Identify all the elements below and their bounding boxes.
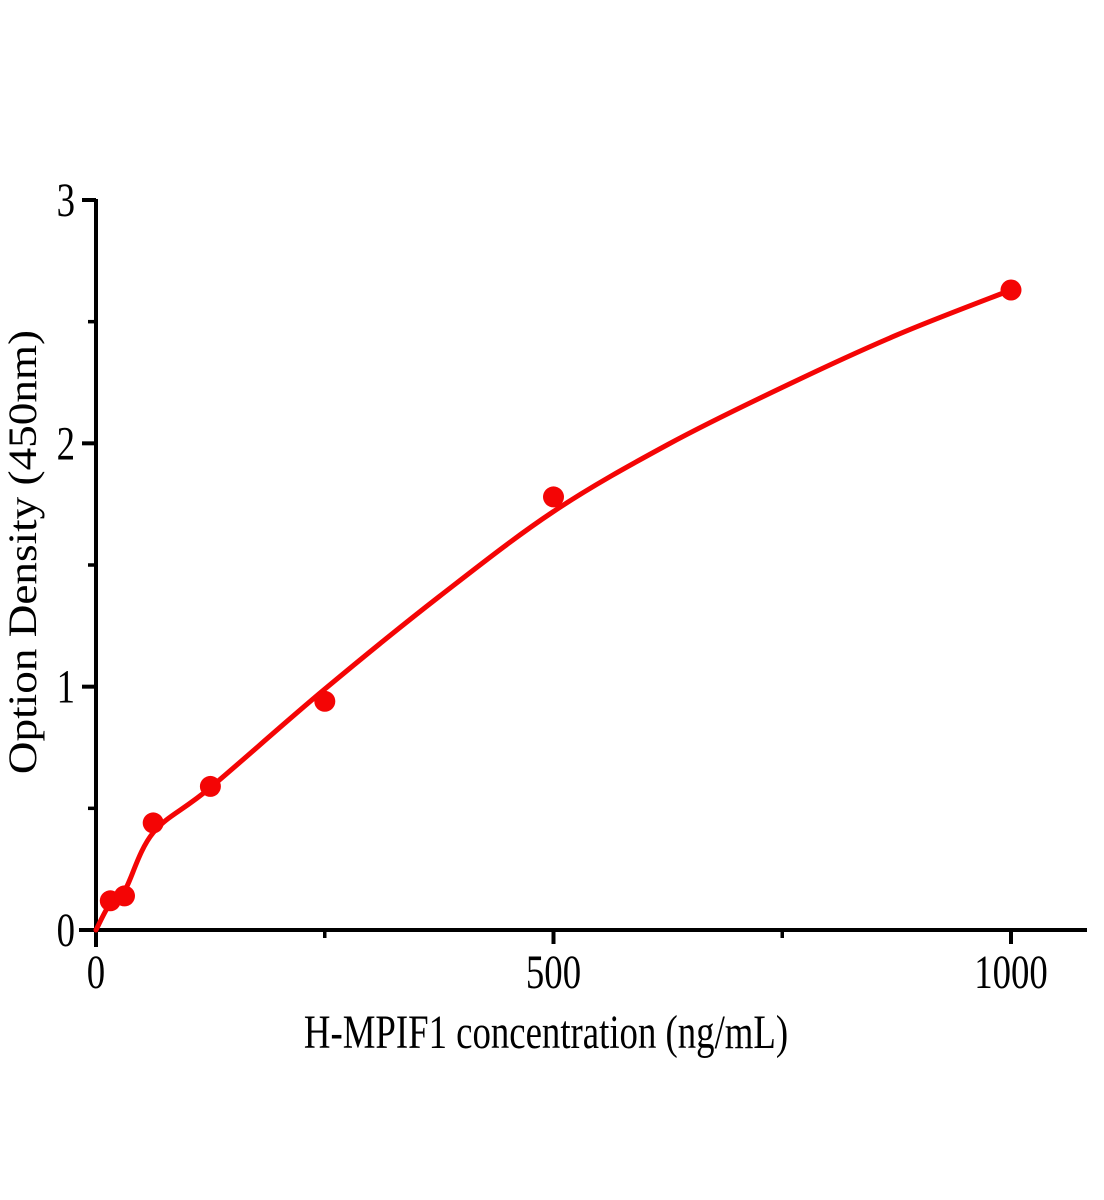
data-point: [543, 486, 564, 508]
x-axis-minor-ticks: [323, 930, 784, 938]
fit-curve-line: [93, 287, 1014, 933]
data-point: [142, 812, 164, 834]
y-tick-label: 3: [57, 174, 75, 227]
data-point: [199, 775, 221, 797]
y-axis: 0 1 2 3: [57, 174, 98, 957]
x-tick-label: 0: [87, 946, 105, 999]
data-point: [114, 885, 135, 907]
y-tick-label: 0: [57, 904, 75, 957]
y-tick-label: 2: [57, 418, 75, 471]
x-axis: 0 500 1000: [79, 928, 1087, 999]
y-axis-tick-labels: 0 1 2 3: [57, 174, 75, 957]
data-point: [1000, 279, 1022, 301]
y-axis-title: Option Density (450nm): [1, 330, 45, 774]
data-point: [314, 690, 336, 712]
x-tick-label: 500: [526, 946, 581, 999]
x-axis-tick-labels: 0 500 1000: [87, 946, 1048, 999]
y-axis-minor-ticks: [88, 319, 96, 811]
x-axis-title: H-MPIF1 concentration (ng/mL): [304, 1006, 788, 1059]
x-tick-label: 1000: [974, 946, 1048, 999]
x-axis-major-ticks: [94, 930, 1013, 944]
y-tick-label: 1: [57, 661, 75, 714]
data-points: [99, 279, 1022, 912]
